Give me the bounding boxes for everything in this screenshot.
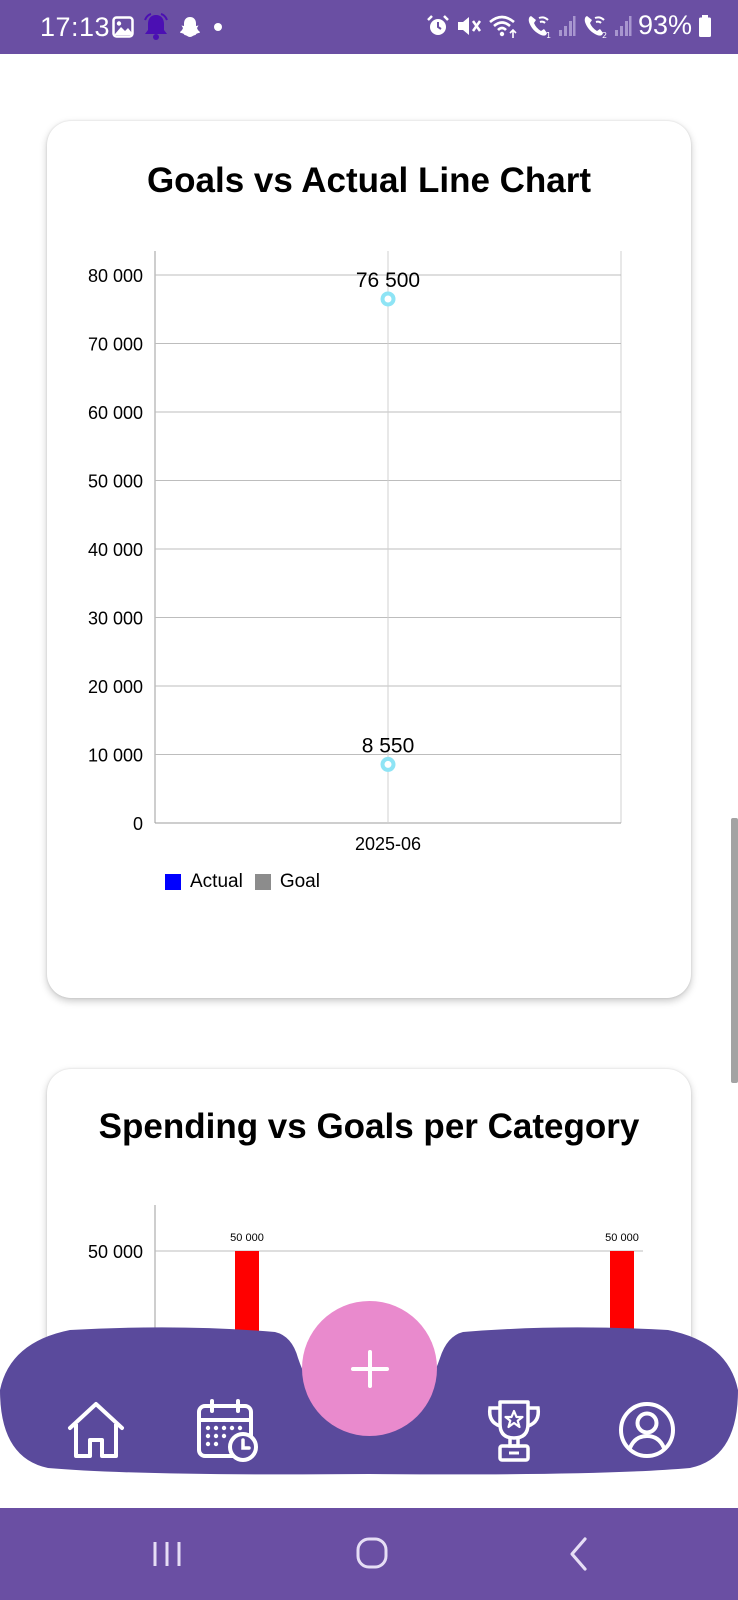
bar-value-label: 50 000 <box>230 1232 264 1244</box>
data-point-goal <box>380 291 396 307</box>
y-tick-label: 60 000 <box>88 403 143 423</box>
snapchat-icon <box>180 17 200 37</box>
chart-legend: Actual Goal <box>165 871 332 893</box>
svg-text:1: 1 <box>546 31 551 39</box>
home-circle-icon[interactable] <box>355 1536 389 1570</box>
home-icon[interactable] <box>64 1398 128 1462</box>
wifi-call-1-icon: 1 <box>528 15 551 39</box>
y-tick-label: 0 <box>133 814 143 834</box>
legend-item-actual: Actual <box>165 871 243 893</box>
bar-value-label: 50 000 <box>605 1232 639 1244</box>
add-button[interactable] <box>302 1301 437 1436</box>
calendar-icon[interactable] <box>196 1398 262 1464</box>
battery-percent: 93% <box>637 10 692 40</box>
card-title: Spending vs Goals per Category <box>98 1107 640 1146</box>
legend-label-actual: Actual <box>190 871 243 892</box>
trophy-icon[interactable] <box>484 1398 544 1464</box>
x-tick-label: 2025-06 <box>355 834 421 854</box>
y-tick-label: 10 000 <box>88 746 143 766</box>
dot-icon <box>214 23 222 31</box>
signal-2-icon <box>614 15 632 36</box>
alarm-icon <box>427 14 449 35</box>
card-title: Goals vs Actual Line Chart <box>146 161 592 200</box>
goals-vs-actual-chart: 0 10 000 20 000 30 000 40 000 50 000 60 000 70 … <box>88 251 622 854</box>
y-tick-label: 50 000 <box>88 472 143 492</box>
bottom-nav-bar <box>0 1327 738 1475</box>
recents-icon[interactable] <box>151 1540 183 1568</box>
battery-icon <box>699 14 711 37</box>
y-tick-label: 20 000 <box>88 677 143 697</box>
status-bar: 17:13 <box>0 0 738 54</box>
y-tick-label: 40 000 <box>88 540 143 560</box>
data-label-goal: 76 500 <box>356 269 420 292</box>
status-left-icons <box>112 13 225 41</box>
y-tick-label: 50 000 <box>88 1242 143 1262</box>
notification-bell-icon <box>144 13 168 40</box>
add-icon <box>350 1349 389 1388</box>
y-tick-label: 80 000 <box>88 266 143 286</box>
y-tick-label: 30 000 <box>88 609 143 629</box>
system-nav-bar <box>0 1508 738 1600</box>
gallery-icon <box>112 16 134 38</box>
legend-swatch-goal <box>254 874 271 890</box>
legend-item-goal: Goal <box>254 871 320 893</box>
y-tick-label: 70 000 <box>88 335 143 355</box>
legend-swatch-actual <box>165 874 181 890</box>
svg-text:2: 2 <box>602 31 607 39</box>
wifi-call-2-icon: 2 <box>584 15 607 39</box>
signal-1-icon <box>558 15 576 36</box>
goals-vs-actual-card: Goals vs Actual Line Chart 0 10 000 20 000… <box>47 121 691 998</box>
mute-icon <box>457 16 481 35</box>
profile-icon[interactable] <box>617 1400 677 1460</box>
wifi-icon <box>489 15 517 38</box>
status-right: 1 2 93% <box>426 10 712 41</box>
status-time: 17:13 <box>40 12 111 42</box>
back-icon[interactable] <box>567 1536 591 1572</box>
legend-label-goal: Goal <box>279 871 320 892</box>
scrollbar[interactable] <box>731 818 738 1083</box>
data-label-actual: 8 550 <box>362 734 415 757</box>
data-point-actual <box>380 756 396 772</box>
